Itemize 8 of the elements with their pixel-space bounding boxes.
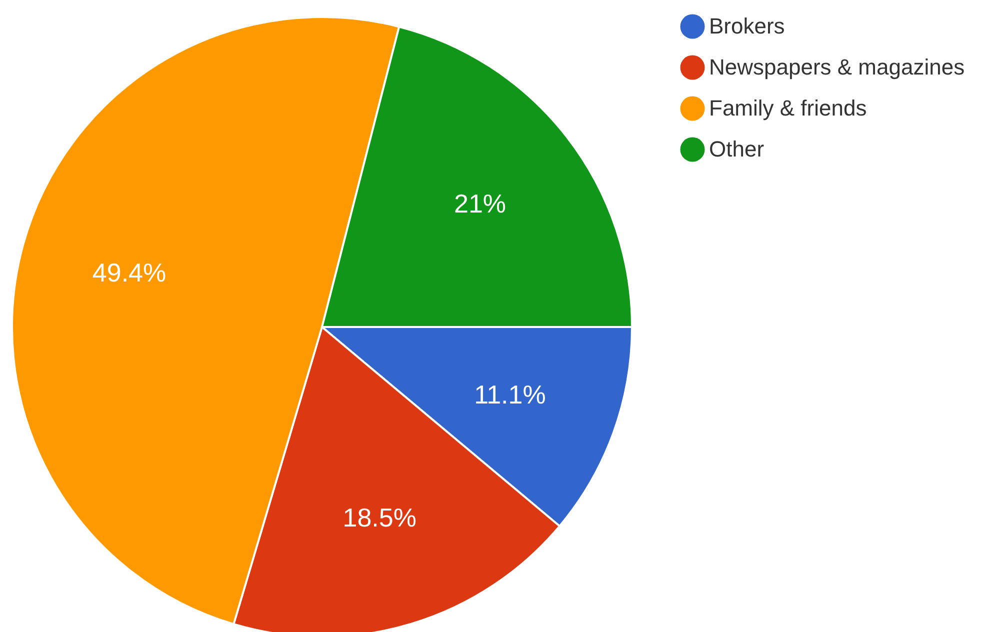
legend-label: Family & friends: [709, 96, 867, 120]
data-label: 21%: [454, 188, 506, 218]
legend-label: Other: [709, 136, 764, 162]
data-label: 49.4%: [92, 258, 166, 288]
legend-label: Newspapers & magazines: [709, 54, 965, 80]
legend-label: Brokers: [709, 14, 785, 38]
data-label: 18.5%: [342, 502, 416, 533]
data-label: 11.1%: [474, 379, 546, 410]
